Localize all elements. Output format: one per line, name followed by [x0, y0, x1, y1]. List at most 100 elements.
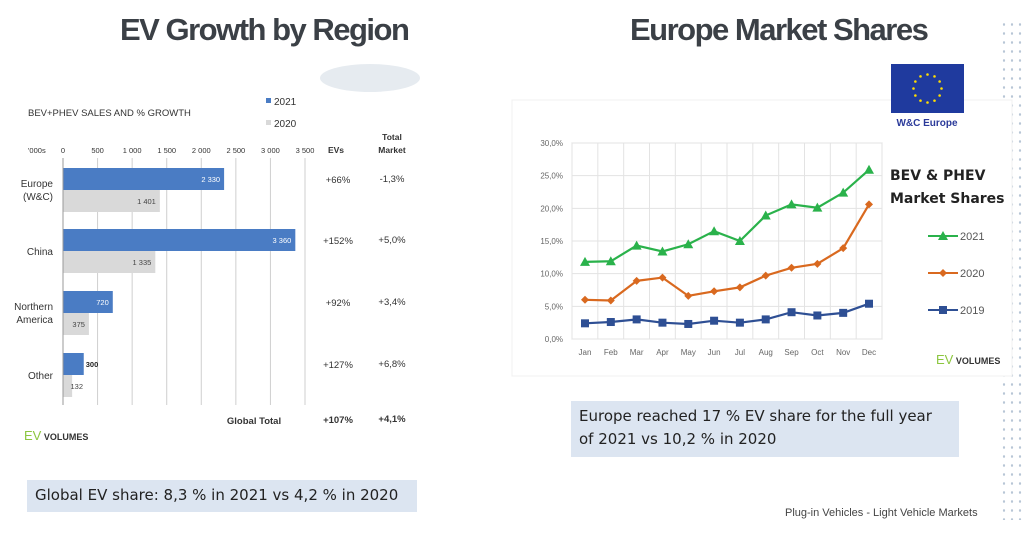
line-chart-title-line2: Market Shares [890, 191, 1005, 207]
x-tick-label: Mar [630, 348, 644, 357]
data-point-2019 [684, 319, 693, 328]
data-point-2019 [735, 318, 744, 327]
data-point-2021 [734, 236, 745, 245]
eu-flag-star [919, 99, 922, 102]
y-tick-label: 15,0% [540, 237, 563, 246]
data-point-2019 [787, 308, 796, 317]
bar-2020 [63, 190, 160, 212]
eu-flag-star [914, 94, 917, 97]
x-tick-label: Oct [811, 348, 824, 357]
global-total-market: +4,1% [378, 414, 406, 425]
bar-2020 [63, 251, 156, 273]
y-tick-label: 30,0% [540, 139, 563, 148]
x-tick-label: Dec [862, 348, 876, 357]
footer: Plug-in Vehicles - Light Vehicle Markets [785, 507, 978, 519]
x-tick-label: 1 500 [157, 146, 176, 155]
y-tick-label: 0,0% [545, 335, 563, 344]
data-point-2020 [581, 295, 589, 304]
bar-2020 [63, 375, 73, 397]
bar-value-2021: 300 [86, 360, 99, 369]
eu-flag-star [912, 87, 915, 90]
ev-growth-value: +127% [323, 360, 353, 371]
bar-2020 [63, 313, 89, 335]
data-point-2021 [838, 187, 849, 197]
eu-flag-star [938, 94, 941, 97]
data-point-2021 [760, 210, 771, 220]
bar-2021 [63, 168, 225, 190]
data-point-2020 [761, 271, 770, 280]
category-label: Other [28, 371, 54, 382]
legend-swatch-2020 [266, 120, 271, 125]
evs-header: EVs [328, 145, 344, 155]
right-title: Europe Market Shares [630, 12, 929, 47]
world-map-decoration [320, 64, 420, 92]
eu-flag-star [919, 75, 922, 78]
x-tick-label: Nov [836, 348, 850, 357]
x-tick-label: Feb [604, 348, 618, 357]
category-label: Northern [14, 302, 53, 313]
total-market-value: -1,3% [380, 174, 405, 185]
line-chart-title: BEV & PHEV [890, 168, 986, 184]
bar-value-2021: 3 360 [273, 236, 292, 245]
line-series-2021 [584, 168, 870, 264]
data-point-2019 [813, 311, 822, 320]
data-point-2020 [632, 276, 641, 285]
x-tick-label: May [681, 348, 696, 357]
left-callout: Global EV share: 8,3 % in 2021 vs 4,2 % … [27, 480, 417, 512]
data-point-2020 [684, 291, 693, 300]
data-point-2021 [812, 202, 823, 212]
data-point-2019 [658, 318, 667, 327]
eu-flag-star [926, 73, 929, 76]
legend-marker-2019 [939, 306, 947, 314]
eu-flag-star [926, 101, 929, 104]
data-point-2021 [631, 240, 642, 250]
bar-value-2020: 1 401 [137, 197, 156, 206]
data-point-2020 [787, 263, 796, 272]
data-point-2021 [657, 246, 668, 256]
data-point-2021 [864, 164, 874, 174]
ev-volumes-logo-right: EV VOLUMES [936, 352, 1000, 367]
y-tick-label: 20,0% [540, 204, 563, 213]
x-tick-label: 500 [91, 146, 104, 155]
bar-value-2020: 132 [70, 382, 83, 391]
line-series-2019 [584, 302, 870, 326]
legend-label-2020: 2020 [274, 119, 297, 130]
data-point-2021 [786, 199, 797, 209]
x-tick-label: 3 000 [261, 146, 280, 155]
eu-flag-star [933, 75, 936, 78]
x-tick-label: Sep [784, 348, 799, 357]
category-label: (W&C) [23, 192, 53, 203]
data-point-2019 [839, 308, 848, 317]
bar-value-2020: 375 [72, 320, 85, 329]
flag-label: W&C Europe [896, 118, 958, 129]
total-market-value: +3,4% [378, 297, 406, 308]
y-tick-label: 5,0% [545, 302, 563, 311]
total-market-header: Total [382, 132, 402, 142]
global-total-evs: +107% [323, 415, 353, 426]
eu-flag-icon [891, 64, 964, 113]
legend-swatch-2021 [266, 98, 271, 103]
legend-label-2021: 2021 [960, 231, 984, 243]
data-point-2021 [683, 239, 694, 249]
x-tick-label: Jan [579, 348, 592, 357]
total-market-value: +6,8% [378, 359, 406, 370]
data-point-2020 [606, 296, 615, 305]
total-market-value: +5,0% [378, 235, 406, 246]
data-point-2020 [710, 287, 719, 296]
data-point-2020 [865, 200, 873, 209]
x-tick-label: Apr [656, 348, 669, 357]
data-point-2019 [606, 318, 615, 327]
x-tick-label: 0 [61, 146, 65, 155]
legend-label-2020: 2020 [960, 268, 984, 280]
data-point-2020 [658, 273, 667, 282]
bar-chart-title: BEV+PHEV SALES AND % GROWTH [28, 108, 191, 119]
ev-volumes-logo-left: EV VOLUMES [24, 428, 88, 443]
bar-value-2021: 720 [96, 298, 109, 307]
eu-flag-star [940, 87, 943, 90]
y-tick-label: 10,0% [540, 270, 563, 279]
ev-growth-value: +66% [326, 175, 351, 186]
data-point-2020 [839, 244, 848, 253]
ev-growth-value: +92% [326, 298, 351, 309]
